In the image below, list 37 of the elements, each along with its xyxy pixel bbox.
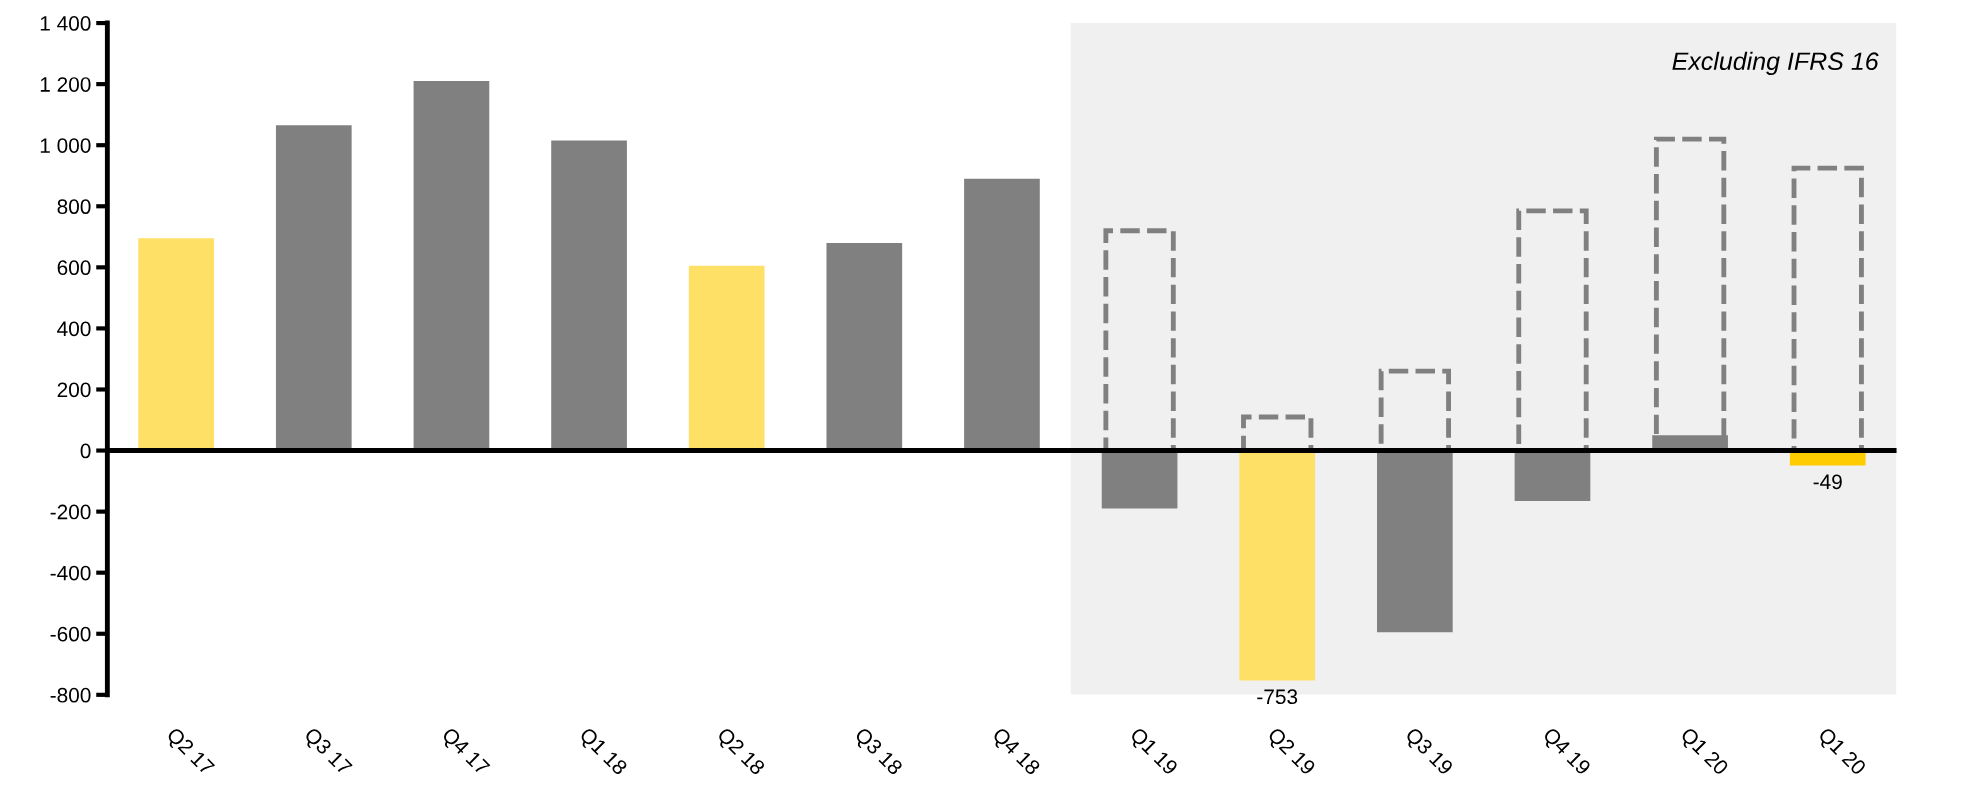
x-tick-label: Q3 18 [851, 726, 904, 779]
bar [551, 140, 627, 451]
x-tick-label: Q1 20 [1814, 726, 1867, 779]
bar [1101, 450, 1178, 509]
x-tick-label: Q2 17 [163, 726, 216, 779]
x-tick-label: Q2 18 [713, 726, 766, 779]
x-tick-label: Q4 17 [438, 726, 491, 779]
y-tick-label: 1 000 [40, 138, 91, 153]
bar [1514, 450, 1591, 501]
y-tick-label: 0 [80, 443, 91, 459]
y-tick-label: -400 [50, 565, 91, 581]
annotation: Excluding IFRS 16 [1672, 51, 1879, 76]
bar [688, 265, 765, 451]
bar [826, 242, 903, 451]
x-tick-label: Q1 20 [1677, 726, 1730, 779]
x-tick-label: Q2 19 [1264, 726, 1317, 779]
y-tick-label: 600 [57, 260, 91, 276]
x-tick-label: Q3 19 [1402, 726, 1454, 779]
data-label: -753 [1257, 689, 1298, 705]
data-label: -49 [1813, 474, 1842, 490]
y-tick-label: 1 400 [40, 16, 91, 31]
bar [275, 125, 352, 451]
x-tick-label: Q4 19 [1539, 726, 1592, 779]
y-tick-label: -200 [50, 504, 91, 520]
bar [413, 81, 490, 451]
y-tick-label: -600 [50, 626, 91, 642]
x-tick-label: Q1 19 [1126, 726, 1179, 779]
y-tick-label: 1 200 [40, 77, 91, 92]
y-tick-label: 400 [57, 321, 91, 337]
x-tick-label: Q4 18 [989, 726, 1042, 779]
bar [964, 178, 1040, 451]
y-tick-label: 800 [57, 199, 91, 215]
y-tick-label: 200 [57, 382, 91, 398]
x-tick-label: Q3 17 [301, 726, 353, 779]
bar [138, 238, 215, 451]
y-tick-label: -800 [50, 687, 91, 703]
x-tick-label: Q1 18 [576, 726, 629, 779]
